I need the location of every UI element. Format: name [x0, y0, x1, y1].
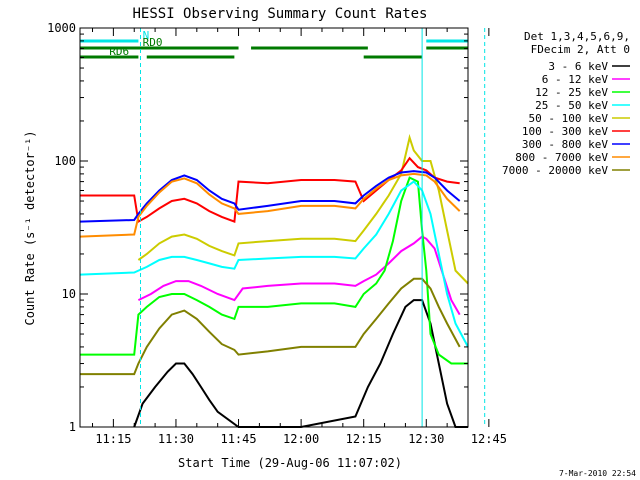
legend-label: 6 - 12 keV — [542, 73, 609, 86]
legend-label: 100 - 300 keV — [522, 125, 608, 138]
legend-label: 800 - 7000 keV — [515, 151, 608, 164]
y-tick-label: 1000 — [47, 21, 76, 35]
legend-label: 50 - 100 keV — [529, 112, 609, 125]
y-tick-label: 10 — [62, 287, 76, 301]
legend-header-line-2: FDecim 2, Att 0 — [531, 43, 630, 56]
footer-date: 7-Mar-2010 22:54 — [559, 469, 636, 478]
x-tick-label: 12:30 — [408, 432, 444, 446]
y-tick-label: 1 — [69, 420, 76, 434]
series-line-3-6-kev — [133, 299, 468, 428]
boundary-lines — [139, 28, 486, 427]
x-tick-label: 11:15 — [95, 432, 131, 446]
y-tick-label: 100 — [54, 154, 76, 168]
x-axis-ticks: 11:15 11:30 11:45 12:00 12:15 12:30 12:45 — [92, 28, 507, 446]
x-tick-label: 11:45 — [220, 432, 256, 446]
legend-label: 7000 - 20000 keV — [502, 164, 608, 177]
x-tick-label: 11:30 — [158, 432, 194, 446]
x-axis-label: Start Time (29-Aug-06 11:07:02) — [178, 456, 402, 470]
flag-label-rd0: RD0 — [143, 36, 163, 49]
legend-label: 3 - 6 keV — [548, 60, 608, 73]
legend-label: 25 - 50 keV — [535, 99, 608, 112]
legend-label: 300 - 800 keV — [522, 138, 608, 151]
series-line-800-7000-kev — [79, 172, 461, 238]
series-lines — [79, 133, 469, 428]
series-line-300-800-kev — [79, 170, 461, 223]
x-tick-label: 12:15 — [346, 432, 382, 446]
chart-title: HESSI Observing Summary Count Rates — [132, 6, 427, 22]
y-axis-label: Count Rate (s⁻¹ detector⁻¹) — [23, 130, 37, 325]
flag-label-n: N — [143, 29, 150, 42]
series-line-50-100-kev — [137, 133, 469, 285]
series-line-7000-20000-kev — [80, 277, 461, 376]
y-axis-ticks: 1 10 100 1000 — [47, 21, 468, 434]
series-line-25-50-kev — [79, 180, 469, 348]
series-line-100-300-kev — [80, 156, 460, 224]
x-tick-label: 12:45 — [471, 432, 507, 446]
series-line-6-12-kev — [137, 235, 461, 316]
flag-label-rd6: RD6 — [109, 45, 129, 58]
legend-header-line-1: Det 1,3,4,5,6,9, — [524, 30, 630, 43]
x-tick-label: 12:00 — [283, 432, 319, 446]
legend-label: 12 - 25 keV — [535, 86, 608, 99]
plot-frame — [79, 27, 469, 428]
series-line-12-25-kev — [80, 176, 468, 365]
